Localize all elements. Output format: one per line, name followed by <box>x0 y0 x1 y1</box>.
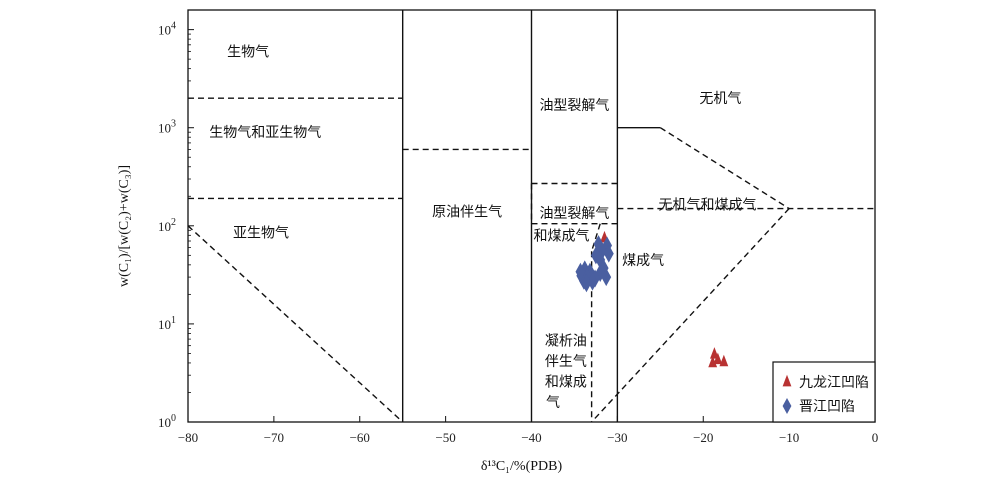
diamond-point <box>602 236 613 255</box>
zone-label: 无机气 <box>699 91 741 107</box>
diamond-point <box>595 264 606 283</box>
zone-label: 伴生气 <box>545 354 587 370</box>
zone-label: 气 <box>546 395 560 411</box>
x-tick-label: −60 <box>350 430 370 445</box>
zone-label: 原油伴生气 <box>432 204 502 220</box>
y-tick-label: 102 <box>158 217 176 234</box>
zone-label: 油型裂解气 <box>539 98 609 114</box>
y-tick-label: 100 <box>158 413 176 430</box>
diamond-point <box>579 260 590 279</box>
x-tick-label: −20 <box>693 430 713 445</box>
diamond-point <box>575 262 586 281</box>
x-tick-label: −10 <box>779 430 799 445</box>
triangle-point <box>710 347 719 359</box>
y-tick-label: 101 <box>158 315 176 332</box>
x-tick-label: 0 <box>872 430 879 445</box>
boundary-lines <box>187 10 875 423</box>
triangle-point <box>708 355 718 368</box>
diamond-point <box>595 250 606 269</box>
y-tick-label: 104 <box>158 21 176 38</box>
dashed-boundary-11 <box>591 208 790 423</box>
zone-label: 煤成气 <box>622 253 664 269</box>
diamond-point <box>596 242 607 261</box>
x-axis-title: δ¹³C₁/%(PDB) <box>481 459 563 474</box>
zone-label: 亚生物气 <box>233 226 289 242</box>
zone-label: 无机气和煤成气 <box>659 197 757 213</box>
zone-labels: 生物气生物气和亚生物气亚生物气原油伴生气油型裂解气油型裂解气和煤成气无机气无机气… <box>209 44 756 411</box>
x-tick-label: −70 <box>264 430 284 445</box>
x-tick-label: −50 <box>435 430 455 445</box>
legend-diamond-icon <box>782 398 792 414</box>
zone-label: 和煤成 <box>545 374 587 390</box>
legend-label: 晋江凹陷 <box>799 399 855 415</box>
y-tick-label: 103 <box>158 119 176 136</box>
x-tick-label: −80 <box>178 430 198 445</box>
dashed-boundary-7 <box>590 223 601 252</box>
legend-triangle-icon <box>782 374 792 387</box>
zone-label: 油型裂解气 <box>539 206 609 222</box>
y-axis-title: w(C₁)/[w(C₂)+w(C₃)] <box>117 165 132 287</box>
legend-box <box>772 361 876 423</box>
diamond-point <box>601 268 612 287</box>
diamond-point <box>587 272 598 291</box>
triangle-point <box>713 352 723 365</box>
dashed-boundary-2 <box>187 225 404 423</box>
zone-label: 生物气和亚生物气 <box>209 125 321 141</box>
x-tick-label: −30 <box>607 430 627 445</box>
diamond-point <box>593 235 604 254</box>
data-points <box>575 230 729 368</box>
zone-label: 凝析油 <box>545 333 587 349</box>
x-tick-label: −40 <box>521 430 541 445</box>
diamond-point <box>581 274 592 293</box>
dashed-boundary-9 <box>659 127 790 210</box>
zone-label: 生物气 <box>227 44 269 60</box>
axes: −80 −70 −60 −50 −40 −30 −20 −10 0 100 101 102 103 104… <box>117 9 879 474</box>
diamond-point <box>603 244 614 263</box>
legend-label: 九龙江凹陷 <box>799 375 869 391</box>
zone-label: 和煤成气 <box>534 228 590 244</box>
